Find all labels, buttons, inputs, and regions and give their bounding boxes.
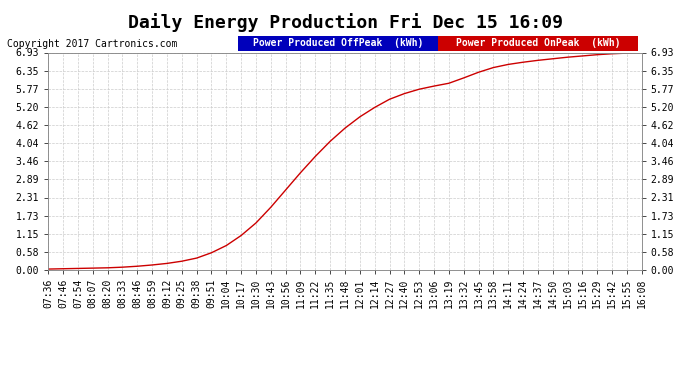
- Text: Power Produced OffPeak  (kWh): Power Produced OffPeak (kWh): [253, 38, 423, 48]
- Text: Power Produced OnPeak  (kWh): Power Produced OnPeak (kWh): [456, 38, 620, 48]
- Text: Copyright 2017 Cartronics.com: Copyright 2017 Cartronics.com: [7, 39, 177, 50]
- Text: Daily Energy Production Fri Dec 15 16:09: Daily Energy Production Fri Dec 15 16:09: [128, 13, 562, 32]
